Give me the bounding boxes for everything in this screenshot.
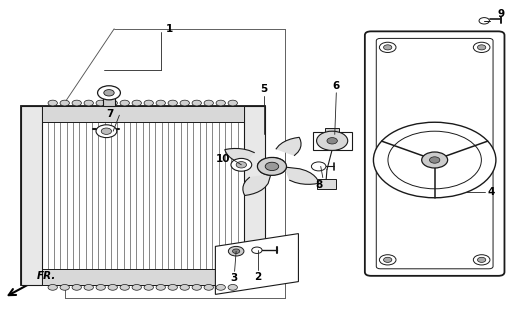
Text: 3: 3 [230, 273, 237, 283]
Circle shape [192, 284, 201, 290]
Circle shape [228, 284, 237, 290]
Bar [42, 269, 244, 285]
Bar [42, 106, 244, 122]
Circle shape [204, 100, 213, 106]
Circle shape [216, 284, 225, 290]
Circle shape [96, 284, 105, 290]
Circle shape [204, 284, 213, 290]
Circle shape [132, 284, 141, 290]
Text: 5: 5 [260, 84, 267, 94]
Text: 4: 4 [488, 187, 495, 197]
Circle shape [477, 257, 486, 262]
Text: 2: 2 [254, 272, 262, 282]
Circle shape [373, 122, 496, 198]
FancyBboxPatch shape [365, 31, 504, 276]
Circle shape [84, 100, 93, 106]
Bar [312, 132, 351, 149]
Circle shape [96, 125, 117, 138]
Circle shape [96, 100, 105, 106]
Text: 10: 10 [216, 154, 230, 164]
Circle shape [473, 255, 490, 265]
Text: 9: 9 [497, 9, 504, 20]
Circle shape [98, 86, 120, 100]
Bar [21, 106, 265, 285]
Circle shape [216, 100, 225, 106]
Circle shape [473, 42, 490, 52]
Circle shape [228, 246, 244, 256]
Circle shape [168, 100, 177, 106]
Circle shape [108, 284, 117, 290]
Circle shape [429, 157, 440, 163]
Circle shape [236, 162, 247, 168]
Circle shape [72, 284, 81, 290]
Bar [103, 97, 115, 106]
Text: FR.: FR. [36, 271, 56, 281]
Circle shape [132, 100, 141, 106]
Circle shape [180, 100, 189, 106]
Circle shape [231, 158, 252, 171]
Circle shape [168, 284, 177, 290]
Circle shape [144, 100, 154, 106]
Circle shape [144, 284, 154, 290]
Circle shape [180, 284, 189, 290]
Circle shape [108, 100, 117, 106]
Circle shape [84, 284, 93, 290]
Bar [21, 106, 42, 285]
Circle shape [477, 45, 486, 50]
Circle shape [421, 152, 447, 168]
Bar [244, 106, 265, 285]
Circle shape [388, 131, 481, 189]
Circle shape [60, 100, 70, 106]
Circle shape [384, 45, 392, 50]
Text: 6: 6 [333, 81, 340, 91]
Circle shape [228, 100, 237, 106]
Circle shape [384, 257, 392, 262]
Circle shape [48, 100, 58, 106]
Polygon shape [215, 234, 298, 294]
Circle shape [120, 284, 129, 290]
Circle shape [257, 157, 286, 175]
Circle shape [48, 284, 58, 290]
Circle shape [379, 255, 396, 265]
Circle shape [311, 162, 326, 171]
Circle shape [101, 128, 112, 134]
Bar [325, 128, 339, 132]
Text: 8: 8 [316, 180, 323, 190]
Text: 1: 1 [166, 24, 173, 34]
Bar [317, 179, 336, 189]
Circle shape [379, 42, 396, 52]
Circle shape [104, 90, 114, 96]
FancyBboxPatch shape [376, 38, 493, 269]
Circle shape [120, 100, 129, 106]
Circle shape [60, 284, 70, 290]
Circle shape [265, 162, 279, 171]
Circle shape [156, 284, 166, 290]
Circle shape [479, 18, 489, 24]
Text: 7: 7 [106, 108, 113, 119]
Circle shape [317, 131, 348, 150]
Circle shape [156, 100, 166, 106]
Circle shape [233, 249, 240, 253]
Circle shape [192, 100, 201, 106]
Circle shape [252, 247, 262, 253]
Circle shape [72, 100, 81, 106]
Circle shape [327, 138, 337, 144]
